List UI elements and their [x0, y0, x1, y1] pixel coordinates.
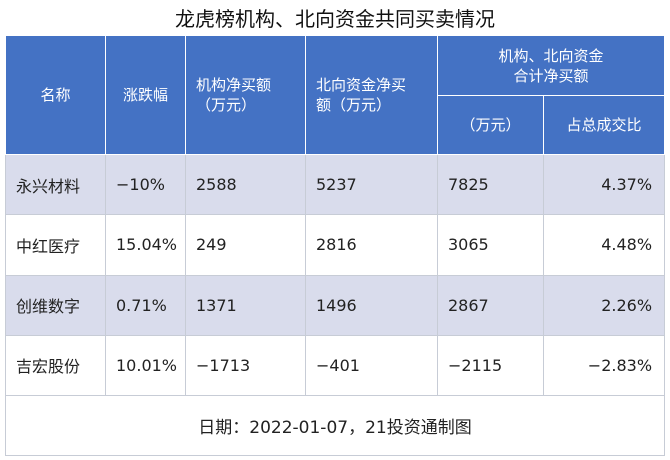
- cell-change: 10.01%: [105, 334, 186, 396]
- cell-combined: −2115: [437, 334, 544, 396]
- cell-inst: 2588: [185, 154, 306, 216]
- header-north: 北向资金净买 额（万元）: [305, 34, 438, 156]
- table-row: 永兴材料 −10% 2588 5237 7825 4.37%: [5, 154, 666, 216]
- cell-change: 15.04%: [105, 214, 186, 276]
- table-row: 中红医疗 15.04% 249 2816 3065 4.48%: [5, 214, 666, 276]
- table-row: 吉宏股份 10.01% −1713 −401 −2115 −2.83%: [5, 334, 666, 396]
- page-title: 龙虎榜机构、北向资金共同买卖情况: [175, 7, 495, 31]
- cell-north: 2816: [305, 214, 438, 276]
- header-inst: 机构净买额 （万元）: [185, 34, 306, 156]
- cell-combined: 7825: [437, 154, 544, 216]
- cell-combined: 2867: [437, 274, 544, 336]
- cell-name: 创维数字: [5, 274, 106, 336]
- header-row: 名称 涨跌幅 机构净买额 （万元） 北向资金净买 额（万元） 机构、北向资金 合…: [5, 34, 666, 156]
- cell-name: 永兴材料: [5, 154, 106, 216]
- cell-change: 0.71%: [105, 274, 186, 336]
- header-combined: 机构、北向资金 合计净买额: [436, 34, 666, 97]
- header-combined-unit: （万元）: [437, 95, 544, 156]
- header-subrow: （万元） 占总成交比: [6, 95, 666, 156]
- cell-ratio: −2.83%: [542, 334, 666, 396]
- cell-north: 5237: [305, 154, 438, 216]
- cell-inst: 249: [185, 214, 306, 276]
- cell-north: 1496: [305, 274, 438, 336]
- data-table: 名称 涨跌幅 机构净买额 （万元） 北向资金净买 额（万元） 机构、北向资金 合…: [4, 34, 666, 457]
- header-ratio: 占总成交比: [542, 95, 666, 156]
- cell-ratio: 4.48%: [542, 214, 666, 276]
- cell-inst: 1371: [185, 274, 306, 336]
- cell-name: 吉宏股份: [5, 334, 106, 396]
- cell-ratio: 4.37%: [542, 154, 666, 216]
- cell-ratio: 2.26%: [542, 274, 666, 336]
- cell-change: −10%: [105, 154, 186, 216]
- header-change: 涨跌幅: [105, 34, 186, 156]
- footer-row: 日期：2022-01-07，21投资通制图: [4, 394, 666, 457]
- header-name: 名称: [5, 34, 106, 156]
- table-row: 创维数字 0.71% 1371 1496 2867 2.26%: [5, 274, 666, 336]
- cell-combined: 3065: [437, 214, 544, 276]
- cell-name: 中红医疗: [5, 214, 106, 276]
- footer-caption: 日期：2022-01-07，21投资通制图: [4, 394, 666, 457]
- cell-north: −401: [305, 334, 438, 396]
- cell-inst: −1713: [185, 334, 306, 396]
